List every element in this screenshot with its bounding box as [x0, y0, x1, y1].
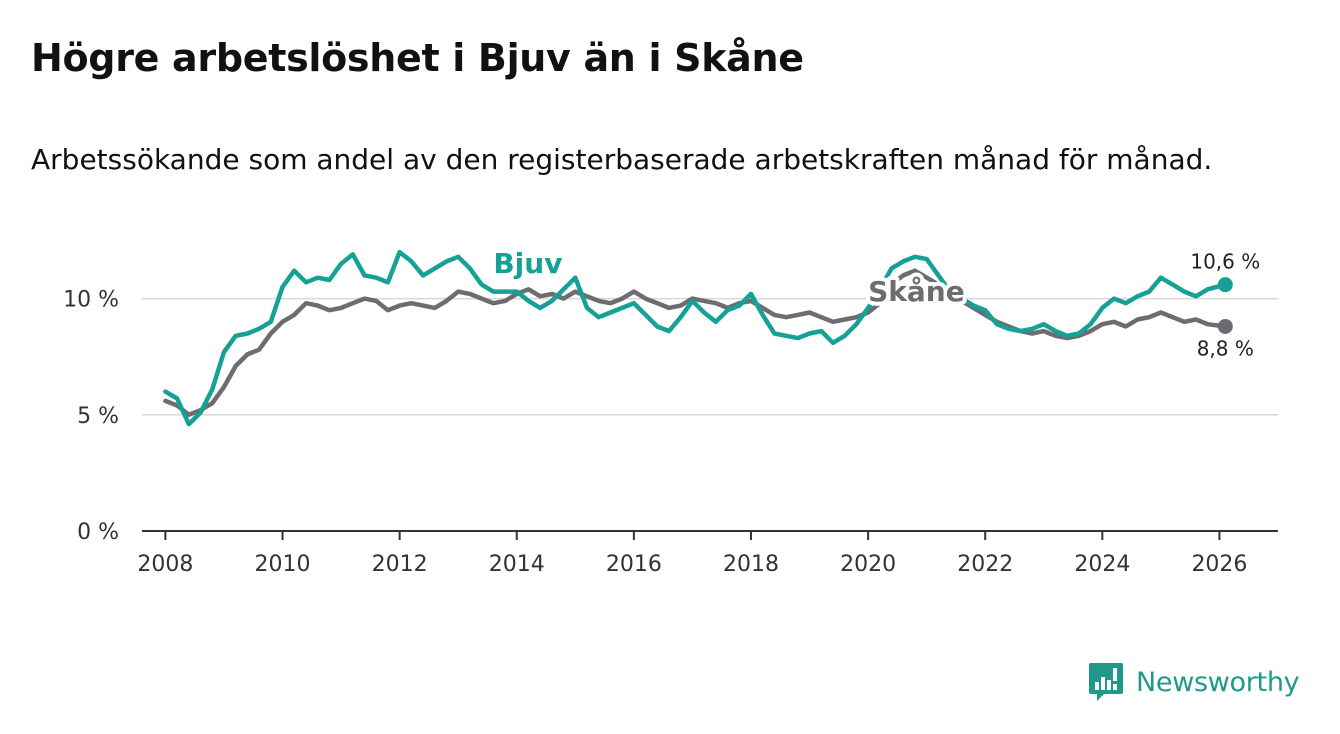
- x-tick-label: 2020: [840, 552, 896, 577]
- x-tick-label: 2022: [957, 552, 1013, 577]
- end-point-skåne: [1217, 318, 1233, 334]
- series-line-skåne: [163, 268, 1228, 418]
- chart-subtitle: Arbetssökande som andel av den registerb…: [31, 143, 1213, 176]
- x-tick-label: 2018: [723, 552, 779, 577]
- y-tick-label: 5 %: [77, 404, 119, 429]
- x-tick-label: 2010: [255, 552, 311, 577]
- series-label-bjuv: Bjuv: [493, 247, 562, 280]
- end-point-bjuv: [1217, 277, 1233, 293]
- series-label-halo: Skåne: [868, 275, 965, 308]
- x-tick-label: 2024: [1074, 552, 1130, 577]
- brand-name: Newsworthy: [1136, 666, 1300, 698]
- x-tick-label: 2012: [372, 552, 428, 577]
- series-lines: [163, 249, 1233, 427]
- y-tick-label: 0 %: [77, 520, 119, 545]
- chart-title: Högre arbetslöshet i Bjuv än i Skåne: [31, 36, 804, 80]
- y-axis-labels: 0 % 5 % 10 %: [63, 288, 119, 545]
- x-axis-ticks: 2008 2010 2012 2014 2016 2018 2020 2022 2024 2026: [137, 531, 1247, 577]
- series-label-halo: Bjuv: [493, 247, 562, 280]
- y-tick-label: 10 %: [63, 288, 119, 313]
- x-tick-label: 2014: [489, 552, 545, 577]
- y-gridlines: [142, 297, 1278, 416]
- newsworthy-logo-icon: [1089, 663, 1123, 701]
- x-tick-label: 2016: [606, 552, 662, 577]
- x-tick-label: 2008: [137, 552, 193, 577]
- x-tick-label: 2026: [1191, 552, 1247, 577]
- newsworthy-logo: Newsworthy: [1088, 661, 1300, 703]
- end-value-label-bjuv: 10,6 %: [1190, 250, 1260, 274]
- series-line-bjuv: [163, 249, 1228, 427]
- series-label-skåne: Skåne: [868, 275, 965, 308]
- end-value-label-skåne: 8,8 %: [1197, 336, 1254, 360]
